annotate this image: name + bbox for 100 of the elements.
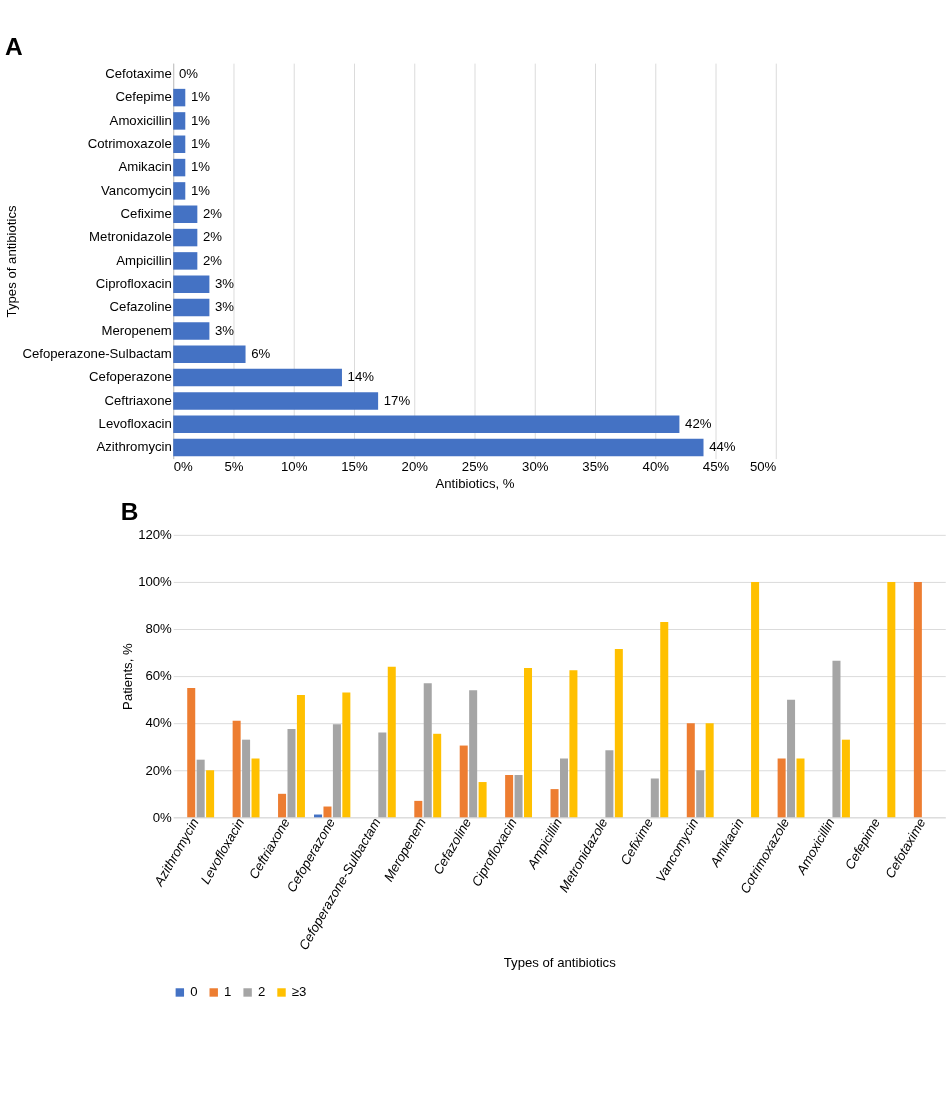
y-tick-label: Metronidazole: [89, 229, 172, 245]
x-tick-label: 50%: [749, 459, 777, 475]
data-label: 44%: [709, 439, 736, 455]
bar: [469, 690, 478, 818]
bar: [605, 750, 614, 818]
bar: [569, 670, 578, 818]
bar: [459, 745, 468, 818]
y-tick-label: Amikacin: [118, 159, 172, 175]
bar: [414, 800, 423, 818]
bar: [696, 770, 705, 818]
x-tick-label: 25%: [461, 459, 489, 475]
y-tick-label: Ampicillin: [116, 252, 172, 268]
bar: [173, 392, 379, 410]
bar: [173, 228, 198, 247]
y-tick-label: Ciprofloxacin: [95, 276, 172, 291]
data-label: 3%: [215, 276, 235, 291]
y-tick-label: 60%: [145, 668, 173, 684]
y-tick-label: 100%: [138, 574, 173, 590]
y-tick-label: Cefoperazone-Sulbactam: [22, 345, 172, 361]
bar: [173, 345, 246, 363]
x-tick-label: 5%: [224, 459, 244, 475]
y-tick-label: Cefixime: [120, 206, 172, 222]
bar: [887, 581, 896, 818]
data-label: 17%: [383, 392, 411, 408]
data-label: 14%: [347, 369, 375, 385]
bar: [913, 581, 922, 818]
bar: [173, 88, 186, 107]
bar: [173, 252, 198, 270]
bar: [173, 438, 704, 457]
x-tick-label: 45%: [702, 459, 730, 475]
bar: [423, 683, 432, 818]
legend-label: ≥3: [291, 984, 307, 1000]
y-tick-label: Cefepime: [115, 89, 172, 105]
data-label: 2%: [202, 229, 223, 245]
legend-label: 0: [190, 984, 198, 1000]
y-tick-label: Meropenem: [101, 322, 172, 338]
y-tick-label: Vancomycin: [101, 182, 172, 198]
bar: [242, 739, 251, 818]
legend-label: 1: [224, 984, 232, 1000]
legend-label: 2: [257, 984, 266, 1000]
bar: [187, 687, 196, 818]
x-tick-label: 20%: [401, 459, 429, 475]
bar: [559, 758, 568, 818]
data-label: 2%: [202, 206, 223, 222]
bar: [478, 782, 487, 818]
chart-title: A: [4, 32, 23, 60]
bar: [832, 660, 841, 818]
bar: [173, 158, 186, 177]
bar: [196, 759, 205, 818]
x-tick-label: 0%: [173, 459, 194, 475]
bar: [751, 581, 760, 818]
bar: [660, 621, 669, 818]
x-tick-label: 30%: [522, 459, 549, 475]
bar: [550, 789, 559, 818]
data-label: 6%: [251, 345, 271, 361]
y-tick-label: Cefazoline: [109, 299, 172, 315]
y-tick-label: 40%: [145, 715, 173, 731]
bar: [514, 774, 523, 818]
bar: [505, 774, 514, 818]
bar: [173, 298, 210, 317]
bar: [342, 692, 351, 818]
data-label: 1%: [190, 182, 211, 198]
bar: [173, 322, 210, 340]
bar: [650, 778, 659, 818]
bar: [173, 135, 186, 153]
y-tick-label: Amoxicillin: [109, 112, 172, 128]
bar: [796, 758, 805, 818]
x-axis-title: Types of antibiotics: [503, 954, 617, 970]
y-tick-label: Ceftriaxone: [104, 392, 172, 408]
bar: [614, 649, 623, 818]
chart-title: B: [120, 497, 139, 525]
bar: [173, 368, 342, 387]
x-axis-title: Antibiotics, %: [435, 476, 515, 492]
data-label: 1%: [190, 89, 211, 105]
y-tick-label: 20%: [145, 762, 173, 778]
data-label: 3%: [215, 322, 235, 338]
bar: [841, 739, 850, 818]
bar: [232, 720, 241, 818]
y-tick-label: 120%: [138, 527, 173, 543]
bar: [278, 793, 287, 818]
data-label: 1%: [190, 136, 211, 152]
data-label: 3%: [215, 299, 235, 315]
bar: [173, 112, 186, 130]
bar: [287, 729, 296, 818]
bar: [173, 182, 186, 200]
x-tick-label: 35%: [582, 459, 609, 475]
bar: [787, 699, 796, 818]
bar: [387, 666, 396, 818]
bar: [173, 275, 210, 293]
data-label: 1%: [190, 112, 211, 128]
bar: [777, 758, 786, 818]
bar: [705, 723, 714, 818]
bar: [524, 667, 533, 818]
data-label: 1%: [190, 159, 211, 175]
bar: [332, 724, 341, 818]
bar: [206, 770, 215, 818]
bar: [173, 415, 680, 433]
x-tick-label: 40%: [642, 459, 670, 475]
bar: [686, 723, 695, 818]
y-axis-title: Types of antibiotics: [3, 204, 19, 318]
